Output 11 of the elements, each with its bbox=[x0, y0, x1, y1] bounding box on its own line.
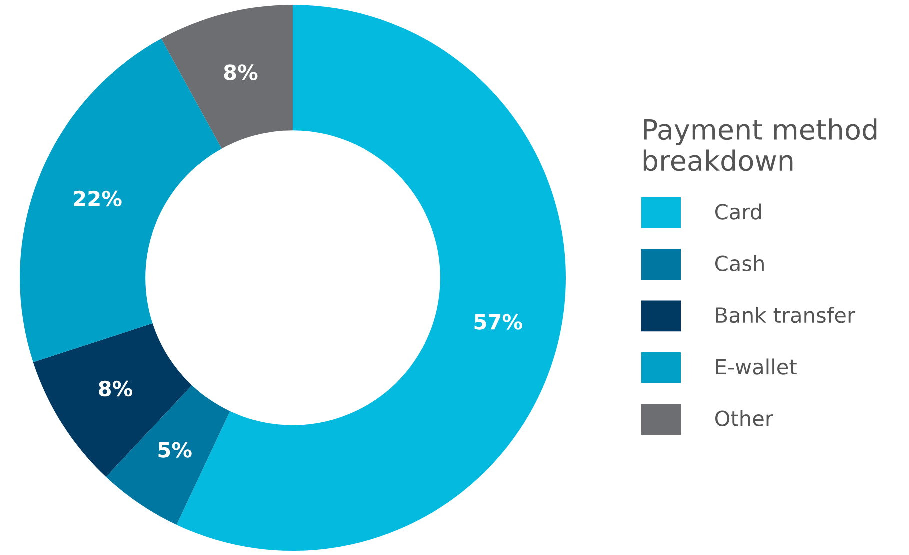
legend-label: Card bbox=[716, 204, 762, 220]
data-label: 57% bbox=[474, 314, 522, 330]
legend-title: Payment method breakdown bbox=[644, 118, 877, 172]
legend-label: Other bbox=[716, 410, 774, 427]
data-label: 5% bbox=[158, 442, 192, 458]
data-label: 22% bbox=[74, 190, 122, 207]
legend-label: E-wallet bbox=[716, 358, 797, 375]
data-label: 8% bbox=[99, 380, 133, 397]
legend-label: Cash bbox=[716, 255, 764, 272]
data-label: 8% bbox=[224, 64, 258, 80]
legend-label: Bank transfer bbox=[716, 307, 856, 324]
